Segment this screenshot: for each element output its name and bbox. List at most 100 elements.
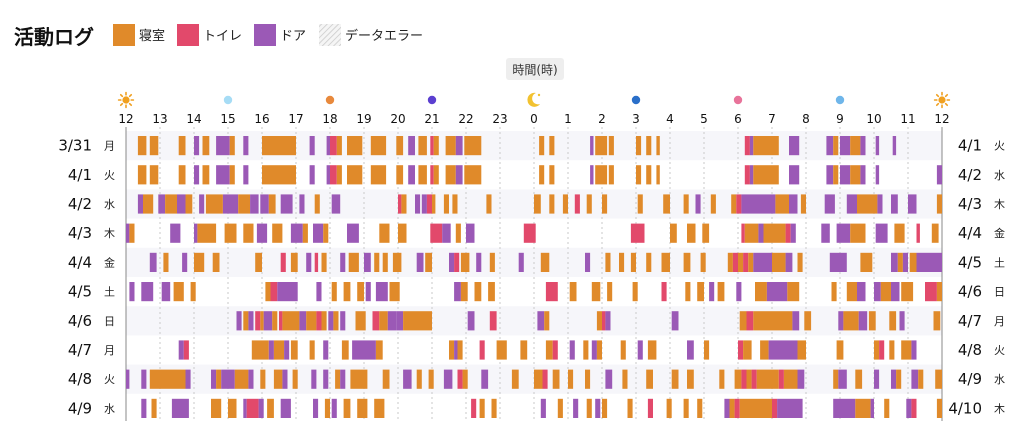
segment-door [891, 194, 898, 214]
hour-tick-label: 6 [734, 112, 742, 126]
segment-door [258, 398, 264, 418]
segment-door [216, 165, 230, 185]
hour-tick-label: 12 [118, 112, 133, 126]
segment-bedroom [683, 398, 689, 418]
segment-door [902, 252, 908, 272]
row-labels: 3/31 月 4/1 火 4/1 火 4/2 水 4/2 水 4/3 木 4/3 木 4/4 金 4/4 金 4/5… [58, 137, 1005, 418]
segment-bedroom [496, 340, 507, 360]
segment-bedroom [755, 282, 767, 302]
row-left-date: 4/4 [68, 253, 92, 271]
segment-bedroom [428, 369, 434, 389]
segment-door [671, 311, 679, 331]
segment-door [741, 194, 776, 214]
segment-bedroom [370, 136, 387, 156]
segment-bedroom [833, 136, 839, 156]
segment-bedroom [933, 311, 941, 331]
segment-door [476, 252, 482, 272]
segment-bedroom [756, 369, 779, 389]
segment-bedroom [333, 311, 339, 331]
segment-bedroom [273, 340, 285, 360]
segment-bedroom [746, 369, 752, 389]
segment-door [758, 223, 764, 243]
segment-bedroom [202, 136, 210, 156]
segment-bedroom [149, 165, 159, 185]
segment-door [789, 136, 800, 156]
segment-toilet [574, 194, 580, 214]
segment-bedroom [238, 194, 251, 214]
legend-swatch-door [254, 24, 276, 46]
segment-bedroom [763, 223, 786, 243]
hour-icons [117, 91, 951, 109]
sun-ray [119, 102, 124, 107]
sun-core [122, 96, 130, 104]
segment-bedroom [149, 136, 159, 156]
segment-bedroom [687, 223, 696, 243]
row-left-date: 4/7 [68, 341, 92, 359]
segment-bedroom [355, 311, 366, 331]
segment-door [877, 194, 883, 214]
segment-toilet [746, 311, 754, 331]
segment-door [375, 282, 388, 302]
segment-door [766, 282, 788, 302]
segment-bedroom [336, 165, 342, 185]
segment-door [870, 398, 874, 418]
hour-tick-label: 9 [836, 112, 844, 126]
dot-icon [733, 95, 743, 105]
segment-bedroom [445, 136, 456, 156]
segment-toilet [430, 165, 434, 185]
segment-toilet [734, 398, 740, 418]
segment-bedroom [511, 369, 519, 389]
segment-toilet [426, 194, 432, 214]
segment-toilet [647, 398, 653, 418]
segment-bedroom [860, 252, 873, 272]
segment-door [590, 165, 594, 185]
segment-door [466, 223, 475, 243]
segment-bedroom [165, 194, 177, 214]
segment-toilet [430, 136, 434, 156]
segment-bedroom [212, 252, 220, 272]
row-left-date: 4/1 [68, 166, 92, 184]
segment-bedroom [389, 282, 400, 302]
segment-toilet [471, 398, 477, 418]
dot-shape [631, 95, 641, 105]
row-left-date: 4/3 [68, 224, 92, 242]
row-right-day: 土 [994, 256, 1005, 269]
sun-ray [119, 93, 124, 98]
segment-bedroom [488, 282, 495, 302]
row-left-date: 4/2 [68, 195, 92, 213]
segment-bedroom [539, 165, 545, 185]
segment-bedroom [619, 252, 625, 272]
segment-bedroom [216, 369, 222, 389]
dot-icon [835, 95, 845, 105]
dot-icon [427, 95, 437, 105]
segment-door [149, 252, 157, 272]
hour-tick-label: 23 [492, 112, 507, 126]
segment-bedroom [449, 340, 455, 360]
segment-bedroom [620, 340, 626, 360]
segment-bedroom [748, 252, 754, 272]
dot-icon [325, 95, 335, 105]
segment-bedroom [534, 369, 543, 389]
segment-toilet [778, 369, 784, 389]
sun-ray [944, 102, 949, 107]
segment-toilet [545, 282, 558, 302]
segment-door [313, 398, 319, 418]
segment-bedroom [194, 252, 205, 272]
segment-bedroom [647, 340, 657, 360]
legend-label-bedroom: 寝室 [139, 28, 165, 44]
segment-bedroom [666, 398, 672, 418]
segment-bedroom [704, 340, 710, 360]
segment-bedroom [710, 194, 716, 214]
segment-door [874, 282, 881, 302]
row-left-date: 4/5 [68, 283, 92, 301]
sun-core [938, 96, 946, 104]
segment-door [838, 311, 844, 331]
row-left-day: 水 [104, 198, 115, 211]
legend-swatch-bedroom [113, 24, 135, 46]
segment-bedroom [460, 252, 470, 272]
segment-bedroom [323, 223, 329, 243]
segment-door [316, 282, 322, 302]
segment-bedroom [549, 136, 555, 156]
segment-bedroom [596, 311, 602, 331]
